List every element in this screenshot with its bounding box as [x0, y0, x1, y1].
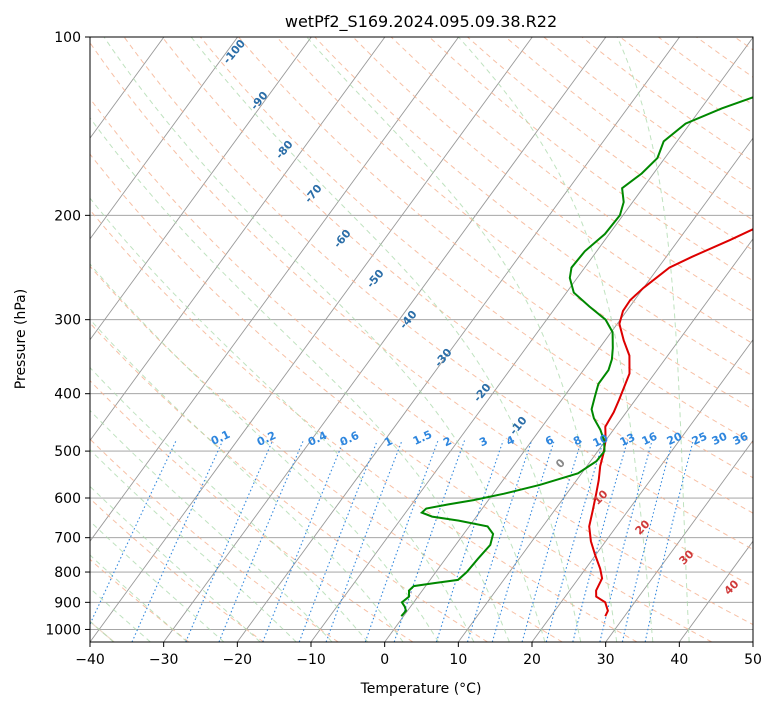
- plot-area: [90, 37, 753, 642]
- x-axis-title: Temperature (°C): [360, 681, 482, 697]
- x-tick-label: 20: [523, 652, 541, 668]
- dry-adiabat-line: [238, 37, 753, 444]
- dry-adiabat-line: [90, 379, 414, 642]
- moist-adiabat-line: [90, 116, 510, 642]
- isotherm-line: [605, 439, 753, 642]
- y-tick-label: 1000: [45, 622, 81, 638]
- y-tick-label: 200: [54, 208, 81, 224]
- y-tick-label: 300: [54, 313, 81, 329]
- dry-adiabat-line: [90, 41, 753, 588]
- mixing-ratio-line: [644, 440, 694, 642]
- dry-adiabat-line: [200, 37, 753, 479]
- x-tick-label: 0: [380, 652, 389, 668]
- x-tick-label: −10: [296, 652, 326, 668]
- y-tick-label: 700: [54, 531, 81, 547]
- dry-adiabat-line: [90, 97, 753, 626]
- moist-adiabat-line: [90, 448, 297, 642]
- mixing-ratio-line: [491, 440, 555, 642]
- x-tick-label: 30: [597, 652, 615, 668]
- moist-adiabat-line: [90, 263, 439, 642]
- mixing-ratio-line: [572, 440, 629, 642]
- dry-adiabat-line: [90, 209, 638, 642]
- x-tick-label: −20: [223, 652, 253, 668]
- moist-adiabat-line: [103, 37, 546, 642]
- isotherm-line: [90, 37, 533, 642]
- moist-adiabat-line: [616, 37, 690, 642]
- y-tick-label: 500: [54, 444, 81, 460]
- y-tick-label: 100: [54, 30, 81, 46]
- dry-adiabat-line: [90, 322, 488, 642]
- dry-adiabat-line: [90, 265, 563, 642]
- moist-adiabat-line: [90, 587, 151, 642]
- x-tick-label: 50: [744, 652, 762, 668]
- x-tick-label: −30: [149, 652, 179, 668]
- chart-title: wetPf2_S169.2024.095.09.38.R22: [285, 12, 557, 32]
- y-tick-label: 600: [54, 491, 81, 507]
- mixing-ratio-line: [545, 440, 604, 642]
- mixing-ratio-label: 13: [618, 431, 637, 449]
- mixing-ratio-line: [364, 440, 439, 642]
- temperature-profile-line: [588, 228, 753, 617]
- x-tick-label: 40: [670, 652, 688, 668]
- moist-adiabat-line: [90, 366, 369, 642]
- mixing-ratio-line: [466, 440, 533, 642]
- isotherm-line: [457, 238, 753, 642]
- moist-adiabat-line: [458, 37, 654, 642]
- isotherm-line: [384, 137, 753, 642]
- mixing-ratio-line: [521, 440, 582, 642]
- isotherm-line: [163, 37, 607, 642]
- y-axis-title: Pressure (hPa): [13, 289, 29, 389]
- y-tick-label: 800: [54, 565, 81, 581]
- mixing-ratio-line: [599, 440, 653, 642]
- isotherm-line: [90, 37, 386, 442]
- dry-adiabat-line: [123, 37, 753, 550]
- dry-adiabat-line: [90, 558, 190, 642]
- x-tick-label: 10: [449, 652, 467, 668]
- mixing-ratio-line: [131, 440, 224, 642]
- mixing-ratio-line: [185, 440, 274, 642]
- mixing-ratio-label: 20: [665, 430, 685, 448]
- plot-frame: [89, 36, 754, 643]
- x-tick-label: −40: [75, 652, 105, 668]
- dry-adiabat-line: [314, 37, 753, 377]
- mixing-ratio-line: [218, 440, 304, 642]
- mixing-ratio-label: 10: [591, 432, 611, 450]
- mixing-ratio-label: 30: [710, 430, 730, 448]
- isotherm-line: [236, 37, 680, 642]
- mixing-ratio-label: 36: [731, 430, 751, 448]
- mixing-ratio-line: [621, 440, 674, 642]
- axes: −40 −30 −20 −10 0 10 20 30 40 50 100 200 300 400 500 60…: [45, 30, 762, 668]
- isotherm-line: [90, 37, 238, 240]
- dry-adiabat-line: [90, 153, 712, 642]
- mixing-ratio-label: 25: [690, 430, 709, 448]
- y-tick-label: 400: [54, 387, 81, 403]
- dry-adiabat-line: [390, 37, 753, 313]
- moist-adiabat-line: [90, 318, 404, 642]
- isotherm-line: [531, 338, 753, 642]
- dewpoint-profile-line: [400, 96, 753, 617]
- moist-adiabat-line: [90, 197, 475, 642]
- mixing-ratio-label: 16: [640, 430, 660, 448]
- y-tick-label: 900: [54, 595, 81, 611]
- mixing-ratio-line: [325, 440, 403, 642]
- moist-adiabat-line: [90, 409, 333, 642]
